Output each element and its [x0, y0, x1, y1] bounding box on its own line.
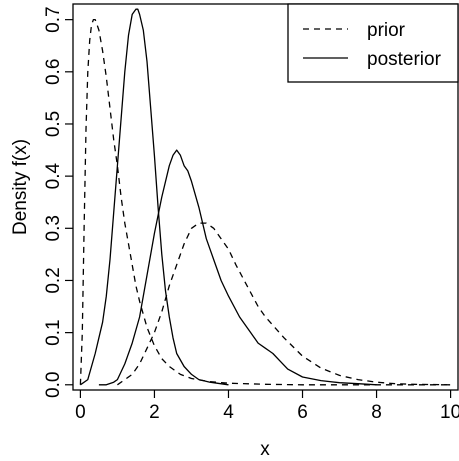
y-tick-label-5: 0.5	[43, 111, 64, 137]
y-tick-label-2: 0.2	[43, 267, 64, 293]
series-line-3	[117, 222, 451, 386]
y-tick-label-7: 0.7	[43, 6, 64, 32]
y-tick-label-1: 0.1	[43, 319, 64, 345]
y-tick-label-6: 0.6	[43, 59, 64, 85]
y-tick-label-4: 0.4	[43, 163, 64, 190]
x-tick-label-4: 8	[371, 402, 382, 423]
x-tick-label-0: 0	[75, 402, 86, 423]
y-axis-label: Density f(x)	[10, 139, 31, 235]
series-layer	[79, 8, 451, 386]
x-tick-label-1: 2	[149, 402, 160, 423]
y-tick-label-3: 0.3	[43, 215, 64, 241]
axes-layer: 0 2 4 6 8 10 0.0 0.1 0.2 0.3 0.4 0.5 0.6 0.7	[43, 6, 459, 423]
plot-frame	[72, 3, 459, 391]
series-line-4	[98, 149, 377, 386]
x-tick-label-2: 4	[223, 402, 234, 423]
legend-box	[287, 3, 459, 83]
x-tick-label-3: 6	[297, 402, 308, 423]
legend-label-prior: prior	[367, 20, 406, 41]
legend-label-posterior: posterior	[367, 49, 442, 70]
y-tick-label-0: 0.0	[43, 372, 64, 398]
x-tick-label-5: 10	[440, 402, 459, 423]
legend: prior posterior	[287, 3, 459, 83]
series-line-2	[80, 8, 229, 386]
x-axis-label: x	[260, 439, 270, 460]
